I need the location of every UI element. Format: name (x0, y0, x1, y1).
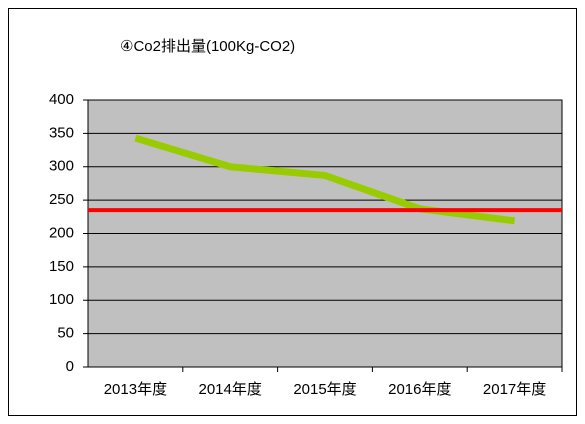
y-tick-label: 350 (49, 124, 74, 141)
y-tick-label: 100 (49, 291, 74, 308)
y-tick-label: 50 (57, 325, 74, 342)
y-tick-label: 200 (49, 224, 74, 241)
y-tick-label: 250 (49, 191, 74, 208)
y-tick-label: 300 (49, 158, 74, 175)
y-tick-label: 150 (49, 258, 74, 275)
x-tick-label: 2015年度 (293, 381, 356, 398)
y-tick-label: 400 (49, 91, 74, 108)
chart-title: ④Co2排出量(100Kg-CO2) (120, 38, 295, 55)
y-tick-label: 0 (66, 358, 74, 375)
x-tick-label: 2017年度 (483, 381, 546, 398)
x-tick-label: 2013年度 (104, 381, 167, 398)
x-tick-label: 2014年度 (199, 381, 262, 398)
x-tick-label: 2016年度 (388, 381, 451, 398)
data-line (134, 134, 516, 225)
